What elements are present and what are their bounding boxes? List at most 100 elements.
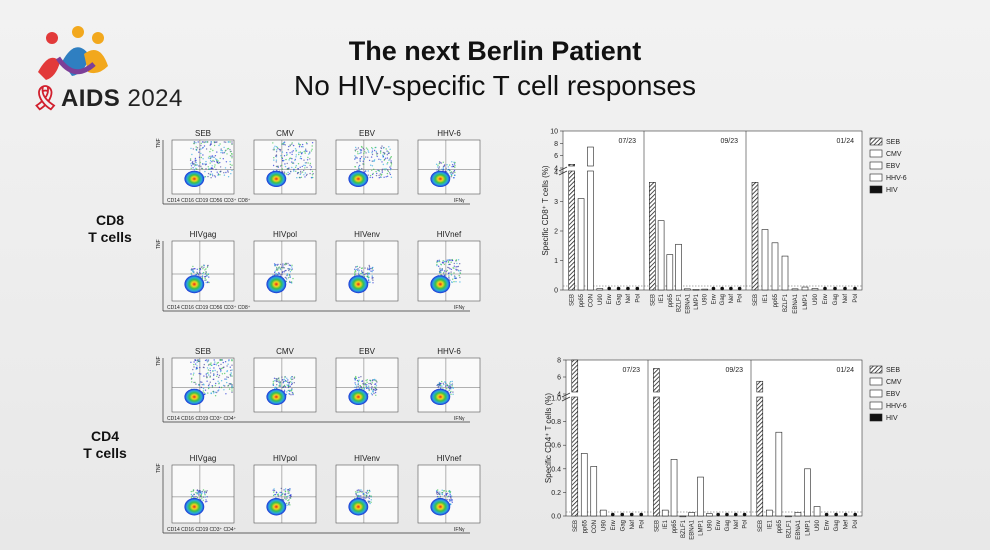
cd8-bar-hiv	[616, 286, 621, 291]
cd4-category-label: Gag	[834, 520, 840, 531]
cd8-category-label: Nef	[626, 294, 632, 304]
cd4-y-tick-label-upper: 8	[557, 358, 561, 365]
cd4-bar-lower	[653, 396, 660, 517]
cd8-bar-hiv	[626, 286, 630, 291]
cd8-bar-hiv	[729, 286, 733, 291]
cd8-category-label: LMP1	[694, 293, 700, 309]
cd4-label-line1: CD4	[90, 428, 119, 444]
cd4-bar-upper	[756, 380, 764, 393]
cd8-category-label: SEB	[570, 294, 576, 306]
logo-figures	[38, 26, 108, 80]
cd4-plot-frame	[565, 359, 863, 517]
cd4-bar-hiv	[834, 512, 838, 517]
cd4-legend-swatch	[869, 389, 883, 398]
cd4-y-tick-label-upper: 6	[557, 375, 561, 382]
cd4-bar	[706, 513, 713, 517]
cd8-bar-lower	[568, 170, 575, 291]
cd8-category-label: CON	[588, 294, 594, 307]
cd8-category-label: Env	[607, 294, 613, 304]
cd4-bar-lower	[571, 396, 579, 517]
cd4-category-label: Pol	[639, 520, 645, 529]
cd8-bar	[791, 288, 799, 291]
cd8-bar-hiv	[833, 286, 837, 291]
cd8-y-tick-label: 0	[554, 288, 558, 295]
cd8-bar-upper	[568, 164, 575, 167]
cd8-bar	[801, 286, 809, 291]
cd8-y-tick-label: 4	[554, 170, 558, 177]
cd4-bar-hiv	[853, 512, 858, 517]
cd4-axis-break	[561, 396, 571, 402]
cd4-y-tick-label: 0.0	[551, 514, 561, 521]
cd8-legend-swatch	[869, 173, 883, 182]
cd8-category-label: BZLF1	[677, 293, 683, 312]
cd8-bar-lower	[587, 170, 594, 291]
cd8-bar	[683, 288, 691, 291]
cd8-bar-hiv	[635, 286, 640, 291]
cd4-category-label: U90	[601, 519, 607, 531]
cd4-category-label: IE1	[663, 519, 669, 529]
cd4-bar	[804, 468, 811, 517]
cd8-legend-label: CMV	[886, 151, 902, 158]
cd4-panel-label: 07/23	[622, 367, 640, 374]
cd4-label-line2: T cells	[83, 445, 127, 461]
cd8-category-label: SEB	[753, 294, 759, 306]
cd8-category-label: U90	[703, 293, 709, 305]
cd8-bar	[577, 198, 585, 291]
cd4-bar-hiv	[629, 512, 634, 517]
cd8-category-label: pp65	[773, 293, 779, 307]
cd4-bar-hiv	[742, 512, 747, 517]
cd4-axis-break	[561, 392, 571, 398]
cd8-legend-swatch	[869, 149, 883, 158]
cd8-legend-label: SEB	[886, 139, 900, 146]
cd8-bar	[761, 229, 769, 291]
cd4-category-label: Gag	[725, 520, 731, 531]
cd4-bar	[775, 431, 783, 517]
cd4-category-label: U90	[707, 519, 713, 531]
cd8-category-label: U90	[813, 293, 819, 305]
cd4-category-label: Nef	[844, 520, 850, 530]
cd4-legend-label: EBV	[886, 391, 900, 398]
cd8-bar-hiv	[607, 286, 611, 291]
cd4-legend-swatch	[869, 413, 883, 422]
cd4-y-tick-label-upper: 4	[557, 392, 561, 399]
cd4-category-label: Env	[611, 520, 617, 530]
cd8-label-line1: CD8	[95, 212, 124, 228]
cd8-category-label: pp65	[579, 293, 585, 307]
cd8-category-label: EBNA1	[793, 293, 799, 313]
cd8-bar-upper	[587, 146, 594, 167]
cd4-category-label: BZLF1	[786, 519, 792, 538]
cd4-category-label: CON	[592, 520, 598, 533]
cd8-legend-label: HHV-6	[886, 175, 907, 182]
cd4-legend-label: HIV	[886, 415, 898, 422]
cd4-bar-hiv	[843, 512, 848, 517]
logo-year: 2024	[127, 85, 183, 112]
cd4-bar-hiv	[620, 512, 625, 517]
cd4-legend-label: HHV-6	[886, 403, 907, 410]
cd8-legend-label: HIV	[886, 187, 898, 194]
cd8-axis-break	[558, 170, 568, 176]
cd4-category-label: EBNA1	[796, 519, 802, 539]
cd4-bar	[688, 512, 695, 517]
cd8-bar-hiv	[843, 286, 847, 291]
cd4-bar-lower	[756, 396, 764, 517]
cd4-bar	[679, 515, 687, 518]
cd8-category-label: EBNA1	[685, 293, 691, 313]
cd8-y-tick-label-upper: 4	[554, 166, 558, 173]
cd8-bar	[675, 243, 682, 291]
cd8-bar	[649, 182, 656, 291]
cd4-category-label: pp65	[672, 519, 678, 533]
cd4-bar-hiv	[716, 512, 720, 517]
cd8-bar	[701, 288, 709, 291]
cd8-panel-label: 01/24	[836, 138, 854, 145]
cd8-bar	[751, 182, 759, 291]
cd4-bar	[766, 509, 773, 517]
cd4-bar	[661, 509, 669, 517]
cd4-category-label: U90	[815, 519, 821, 531]
slide-subtitle: No HIV-specific T cell responses	[293, 70, 697, 101]
cd8-bar	[781, 255, 789, 291]
cd4-y-tick-label: 0.8	[551, 419, 561, 426]
cd4-category-label: Env	[716, 520, 722, 530]
cd8-axis-break	[558, 166, 568, 172]
cd8-y-tick-label: 2	[554, 229, 558, 236]
